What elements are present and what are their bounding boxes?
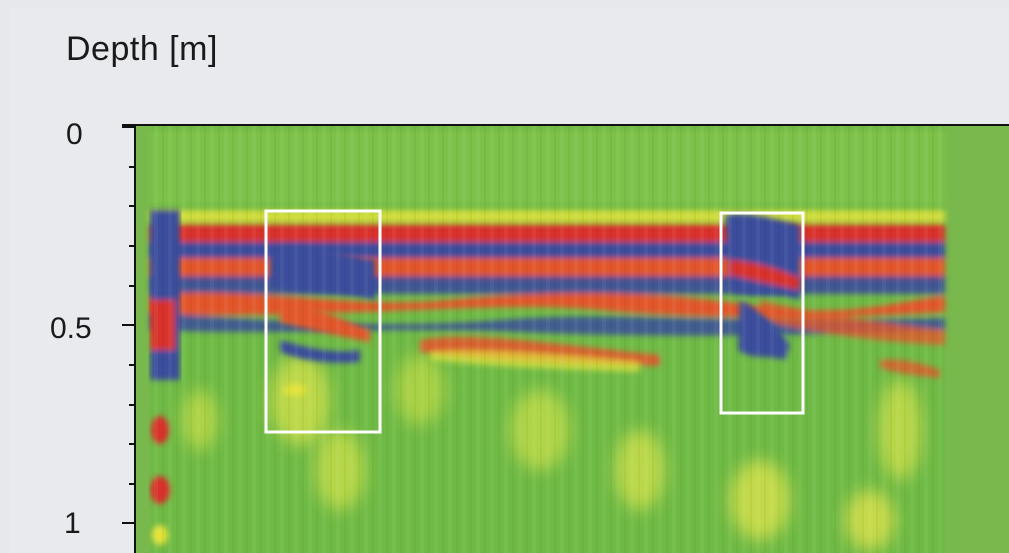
radargram-chart bbox=[0, 0, 1009, 553]
